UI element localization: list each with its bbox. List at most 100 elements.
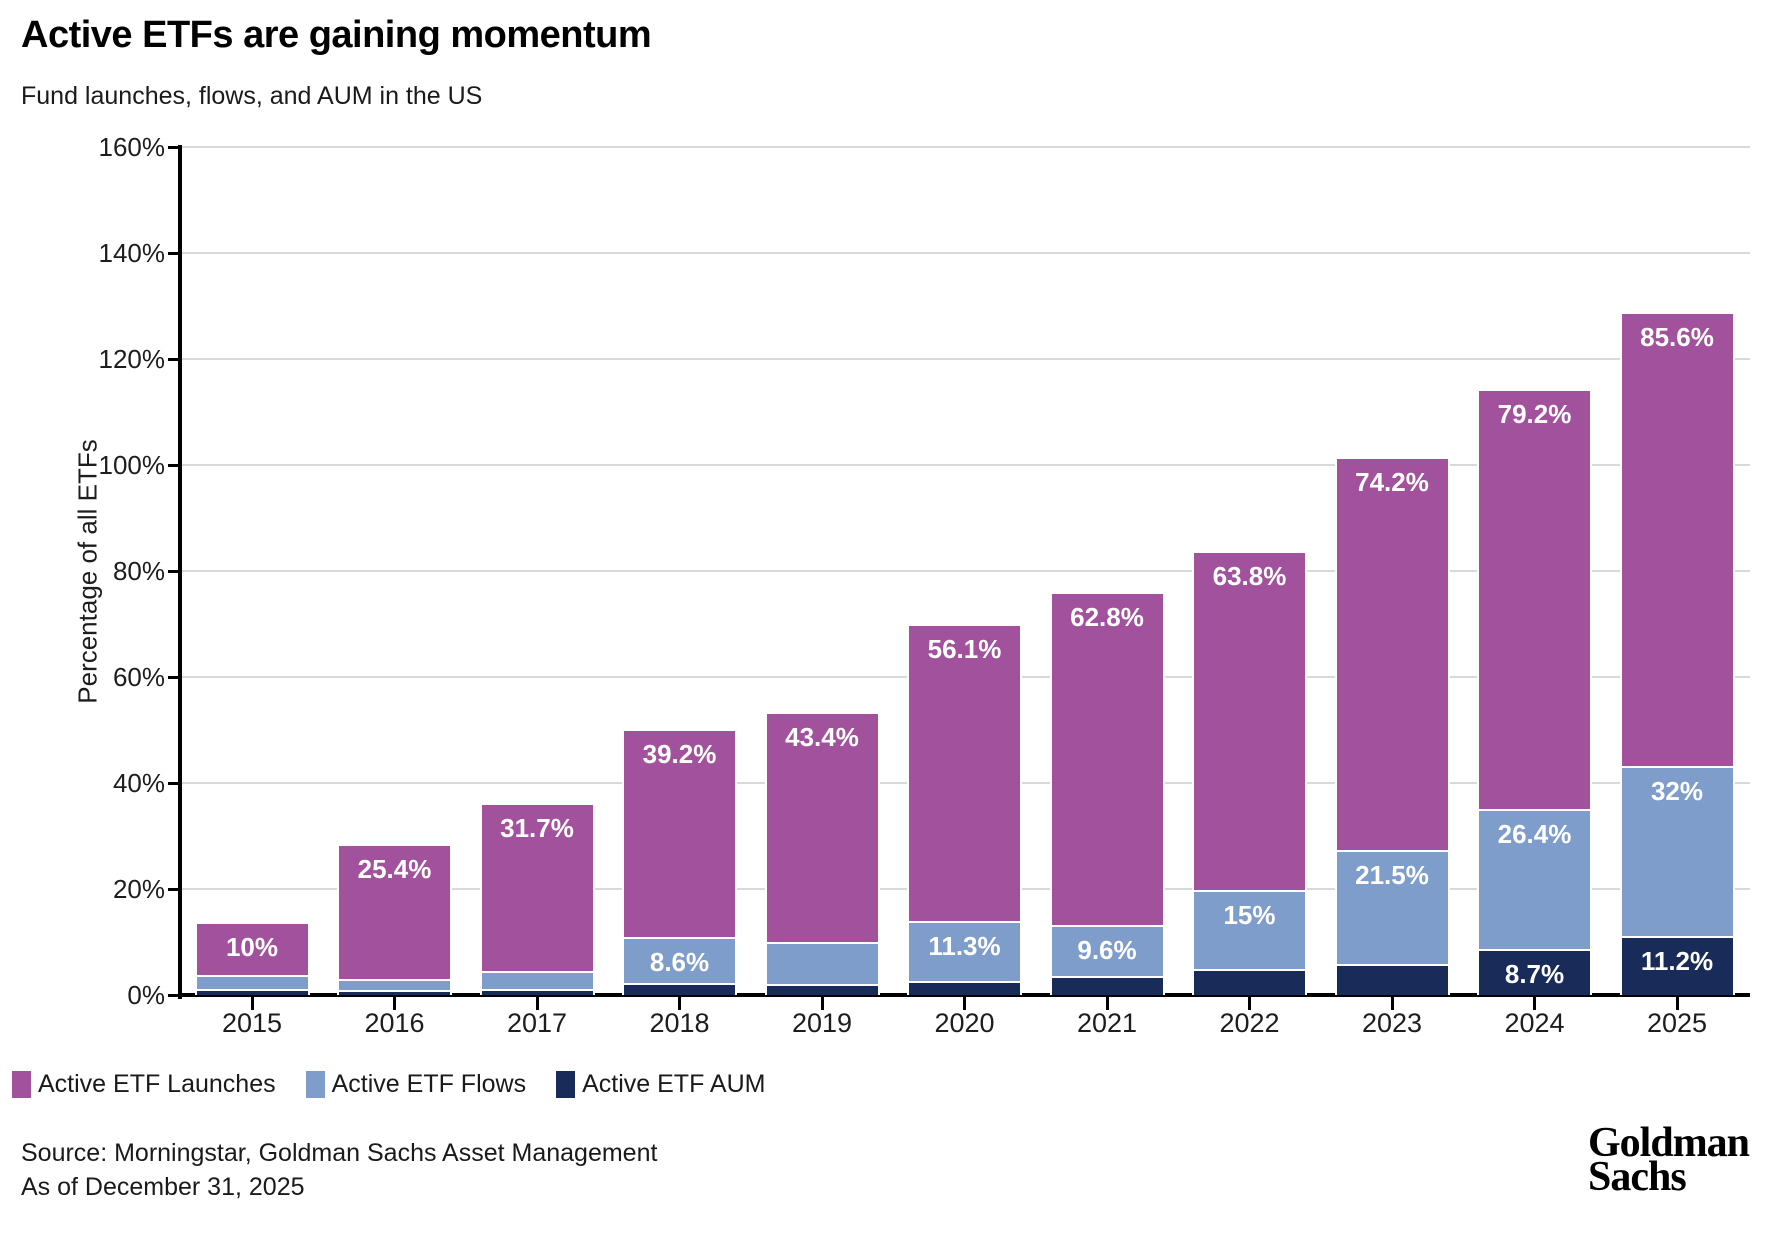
- bar-segment-active-etf-flows-2022: 15%: [1192, 889, 1307, 970]
- x-tick-label-2025: 2025: [1646, 1008, 1708, 1038]
- bar-segment-active-etf-launches-2023: 74.2%: [1334, 456, 1450, 850]
- y-tick-160: [168, 146, 180, 149]
- x-tick-label-2022: 2022: [1219, 1008, 1280, 1038]
- x-axis-line: [178, 993, 1750, 997]
- bar-segment-active-etf-launches-2015: 10%: [194, 922, 310, 976]
- bar-segment-active-etf-launches-2025: 85.6%: [1619, 312, 1735, 767]
- legend-swatch-launches: [12, 1071, 31, 1098]
- bar-segment-active-etf-aum-2023: [1334, 963, 1450, 995]
- bar-value-label: 8.7%: [1504, 958, 1565, 989]
- x-tick-label-2017: 2017: [506, 1008, 568, 1038]
- bar-segment-active-etf-flows-2016: [337, 978, 452, 991]
- legend-item-flows: Active ETF Flows: [305, 1070, 527, 1099]
- y-tick-label-160: 160%: [98, 132, 166, 162]
- y-tick-label-120: 120%: [98, 344, 166, 374]
- y-tick-label-0: 0%: [127, 980, 165, 1010]
- bar-value-label: 85.6%: [1640, 322, 1714, 353]
- legend-item-aum: Active ETF AUM: [556, 1070, 765, 1099]
- x-tick-2015: [250, 997, 254, 1010]
- x-tick-label-2015: 2015: [221, 1008, 283, 1038]
- y-tick-label-100: 100%: [98, 450, 166, 480]
- bar-segment-active-etf-flows-2024: 26.4%: [1477, 808, 1592, 949]
- y-tick-label-140: 140%: [98, 238, 166, 268]
- bar-segment-active-etf-flows-2023: 21.5%: [1334, 849, 1450, 964]
- logo-line-1: Goldman: [1588, 1120, 1750, 1166]
- bar-value-label: 43.4%: [785, 721, 859, 752]
- legend-label-flows: Active ETF Flows: [331, 1070, 527, 1098]
- bar-segment-active-etf-launches-2021: 62.8%: [1049, 592, 1165, 926]
- bar-segment-active-etf-flows-2020: 11.3%: [907, 921, 1022, 982]
- x-tick-2022: [1248, 997, 1251, 1010]
- x-tick-label-2020: 2020: [934, 1008, 995, 1038]
- bar-segment-active-etf-launches-2018: 39.2%: [622, 729, 737, 938]
- bar-value-label: 56.1%: [927, 634, 1002, 664]
- bar-segment-active-etf-aum-2022: [1192, 969, 1307, 995]
- x-tick-2020: [963, 997, 966, 1010]
- y-tick-label-40: 40%: [112, 768, 165, 798]
- bar-value-label: 21.5%: [1355, 859, 1429, 890]
- bar-segment-active-etf-flows-2025: 32%: [1619, 766, 1735, 936]
- source-line-2: As of December 31, 2025: [21, 1173, 305, 1201]
- y-axis-line: [178, 145, 182, 999]
- y-tick-label-60: 60%: [112, 662, 165, 692]
- bar-segment-active-etf-aum-2025: 11.2%: [1619, 935, 1735, 995]
- legend-label-launches: Active ETF Launches: [38, 1070, 276, 1098]
- page-title: Active ETFs are gaining momentum: [21, 14, 652, 56]
- y-tick-0: [168, 994, 180, 997]
- x-tick-2018: [678, 997, 681, 1010]
- bar-segment-active-etf-flows-2018: 8.6%: [622, 937, 737, 983]
- source-note: Source: Morningstar, Goldman Sachs Asset…: [21, 1136, 657, 1204]
- legend-swatch-flows: [305, 1071, 325, 1098]
- bar-value-label: 11.3%: [928, 931, 1001, 962]
- legend-swatch-aum: [556, 1071, 576, 1098]
- bar-segment-active-etf-aum-2024: 8.7%: [1477, 948, 1592, 995]
- bar-value-label: 32%: [1650, 776, 1704, 807]
- bar-value-label: 8.6%: [649, 947, 710, 978]
- x-tick-2021: [1105, 997, 1109, 1010]
- x-tick-label-2023: 2023: [1361, 1008, 1423, 1038]
- bar-value-label: 62.8%: [1070, 602, 1144, 633]
- x-tick-label-2019: 2019: [791, 1008, 853, 1038]
- bar-value-label: 26.4%: [1497, 818, 1572, 849]
- gridline-120: [181, 358, 1750, 360]
- y-tick-80: [168, 570, 180, 573]
- bar-value-label: 63.8%: [1212, 561, 1287, 592]
- bar-segment-active-etf-flows-2019: [764, 942, 880, 984]
- bar-segment-active-etf-launches-2016: 25.4%: [337, 843, 452, 979]
- x-tick-label-2016: 2016: [364, 1008, 425, 1038]
- x-tick-2016: [393, 997, 396, 1010]
- bar-segment-active-etf-aum-2020: [907, 981, 1022, 995]
- bar-segment-active-etf-flows-2021: 9.6%: [1049, 925, 1165, 976]
- y-tick-label-80: 80%: [112, 556, 165, 586]
- y-tick-120: [168, 358, 180, 361]
- bar-value-label: 31.7%: [500, 813, 574, 844]
- gridline-100: [181, 464, 1750, 466]
- bar-segment-active-etf-flows-2017: [479, 971, 595, 990]
- bar-value-label: 74.2%: [1355, 466, 1429, 497]
- bar-value-label: 15%: [1223, 899, 1276, 930]
- legend-label-aum: Active ETF AUM: [582, 1070, 766, 1098]
- bar-segment-active-etf-launches-2022: 63.8%: [1192, 551, 1307, 890]
- y-tick-20: [168, 888, 180, 891]
- bar-segment-active-etf-launches-2017: 31.7%: [479, 803, 595, 972]
- bar-value-label: 11.2%: [1640, 945, 1714, 976]
- x-tick-label-2018: 2018: [649, 1008, 710, 1038]
- y-tick-100: [168, 464, 180, 467]
- y-tick-140: [168, 252, 180, 255]
- y-tick-40: [168, 782, 180, 785]
- bar-segment-active-etf-flows-2015: [194, 975, 310, 990]
- bar-value-label: 39.2%: [642, 739, 717, 770]
- x-tick-2025: [1675, 997, 1679, 1010]
- bar-segment-active-etf-aum-2018: [622, 982, 737, 995]
- bar-segment-active-etf-aum-2017: [479, 989, 595, 995]
- bar-segment-active-etf-aum-2015: [194, 989, 310, 995]
- bar-value-label: 10%: [225, 932, 279, 963]
- x-tick-label-2021: 2021: [1076, 1008, 1138, 1038]
- bar-segment-active-etf-aum-2016: [337, 990, 452, 995]
- x-tick-2017: [535, 997, 539, 1010]
- logo-line-2: Sachs: [1588, 1154, 1687, 1200]
- bar-segment-active-etf-aum-2019: [764, 983, 880, 995]
- bar-value-label: 25.4%: [357, 853, 432, 884]
- legend-item-launches: Active ETF Launches: [12, 1070, 276, 1099]
